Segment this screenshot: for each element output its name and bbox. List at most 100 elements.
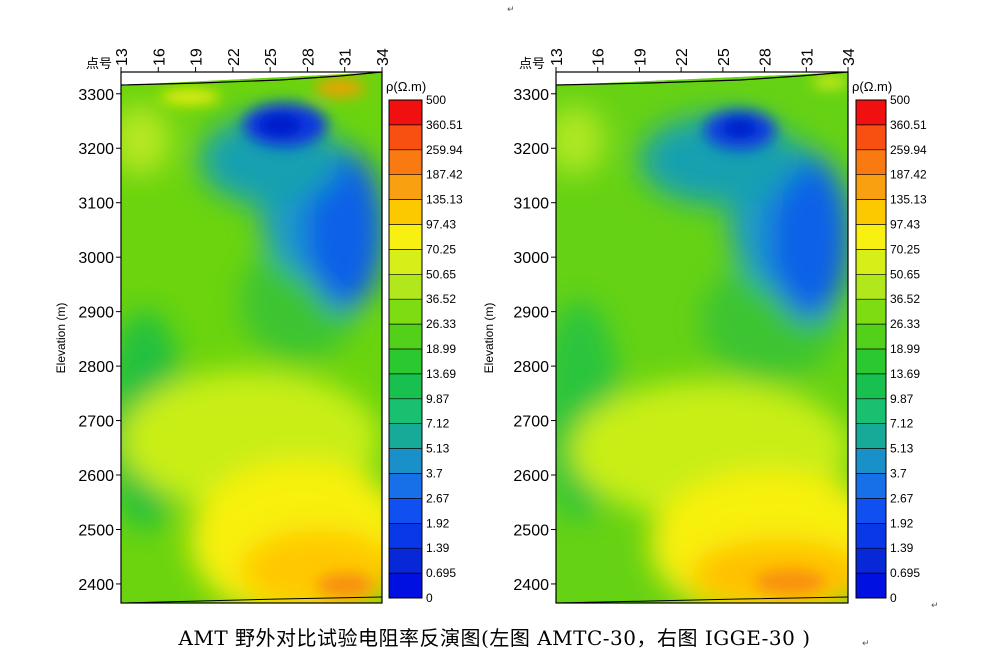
y-tick-label: 2600 [513,468,549,485]
colorbar-swatch [389,498,422,524]
y-tick-label: 2400 [513,577,549,594]
y-tick-label: 2700 [513,414,549,431]
colorbar-label: 0.695 [890,566,920,580]
x-tick-label: 31 [799,48,816,66]
colorbar-swatch [389,473,422,499]
colorbar-swatch [856,573,886,599]
resistivity-field [121,72,382,603]
colorbar-label: 259.94 [890,143,927,157]
colorbar-label: 1.39 [890,541,914,555]
colorbar-swatch [389,100,422,126]
y-tick-label: 2900 [78,305,114,322]
colorbar-title: ρ(Ω.m) [852,79,892,94]
y-tick-label: 3300 [513,87,549,104]
resistivity-sections-figure: 500 360.51 259.94 187.42 135.13 97.43 70.25 50.… [54,48,927,605]
colorbar-swatch [856,448,886,474]
colorbar-label: 2.67 [890,491,914,505]
colorbar-label: 1.92 [426,516,450,530]
colorbar-label: 187.42 [426,168,463,182]
colorbar-label: 26.33 [426,317,456,331]
colorbar-swatch [389,124,422,151]
colorbar-label: 70.25 [426,242,456,256]
colorbar-label: 1.92 [890,516,914,530]
colorbar-swatch [856,299,886,325]
y-tick-label: 2800 [513,359,549,376]
colorbar-label: 9.87 [426,392,450,406]
colorbar-label: 50.65 [890,267,920,281]
station-label: 点号 [86,56,112,71]
colorbar-label: 0 [426,591,433,605]
paragraph-mark: ↵ [507,5,515,15]
y-axis-label: Elevation (m) [54,303,68,374]
x-tick-label: 22 [226,48,243,66]
colorbar-label: 18.99 [890,342,920,356]
colorbar-label: 70.25 [890,242,920,256]
y-tick-label: 2500 [78,522,114,539]
y-tick-label: 3100 [78,196,114,213]
colorbar-swatch [389,174,422,201]
paragraph-mark: ↵ [862,639,870,649]
colorbar-label: 135.13 [890,193,927,207]
x-tick-label: 25 [263,48,280,66]
colorbar-swatch [856,423,886,450]
section-panel-amtc30: 500360.51259.94187.42135.1397.4370.2550.… [54,48,463,605]
colorbar-label: 13.69 [890,367,920,381]
x-tick-label: 16 [151,48,168,66]
x-tick-label: 16 [591,48,608,66]
colorbar-label: 3.7 [426,467,443,481]
colorbar-label: 5.13 [890,442,914,456]
colorbar-swatch [856,349,886,375]
colorbar-swatch [389,224,422,250]
y-tick-label: 3200 [513,141,549,158]
colorbar: 500 360.51 259.94 187.42 135.13 97.43 70.25 50.… [852,79,927,605]
colorbar-label: 36.52 [426,292,456,306]
y-tick-label: 3300 [78,87,114,104]
colorbar-label: 97.43 [890,218,920,232]
y-tick-label: 2600 [78,468,114,485]
colorbar-swatch [389,274,422,300]
colorbar-label: 7.12 [890,417,914,431]
colorbar-swatch [856,199,886,225]
colorbar-swatch [856,100,886,126]
y-axis-label: Elevation (m) [482,303,496,374]
colorbar-label: 1.39 [426,541,450,555]
colorbar-swatch [389,423,422,450]
x-tick-label: 34 [375,48,392,66]
x-tick-label: 28 [300,48,317,66]
y-tick-label: 2700 [78,414,114,431]
x-tick-label: 22 [674,48,691,66]
colorbar-label: 259.94 [426,143,463,157]
colorbar-swatch [856,274,886,300]
colorbar-swatch [389,249,422,275]
x-tick-label: 31 [338,48,355,66]
y-tick-label: 3200 [78,141,114,158]
x-tick-label: 19 [632,48,649,66]
x-tick-label: 28 [758,48,775,66]
colorbar-swatch [389,523,422,549]
axes: 3300 3200 3100 3000 2900 2800 2700 2600 2500 2400… [78,48,392,594]
paragraph-mark: ↵ [931,601,939,611]
colorbar-swatch [856,373,886,400]
y-tick-label: 3000 [78,250,114,267]
colorbar-label: 18.99 [426,342,456,356]
x-tick-label: 19 [189,48,206,66]
colorbar-frame [388,99,423,599]
y-tick-label: 3100 [513,196,549,213]
colorbar: 500 360.51 259.94 187.42 135.13 97.43 70.25 50.… [386,79,463,605]
colorbar-frame [855,99,887,599]
colorbar-swatch [389,398,422,425]
colorbar-label: 500 [426,93,446,107]
colorbar-swatch [856,498,886,524]
y-tick-label: 2900 [513,305,549,322]
colorbar-swatch [389,448,422,474]
colorbar-label: 360.51 [890,118,927,132]
colorbar-swatch [856,124,886,151]
colorbar-label: 26.33 [890,317,920,331]
colorbar-swatch [389,573,422,599]
colorbar-swatch [856,149,886,176]
colorbar-title: ρ(Ω.m) [386,79,426,94]
station-label: 点号 [519,56,545,71]
colorbar-swatch [856,523,886,549]
colorbar-label: 3.7 [890,467,907,481]
y-tick-label: 2500 [513,522,549,539]
